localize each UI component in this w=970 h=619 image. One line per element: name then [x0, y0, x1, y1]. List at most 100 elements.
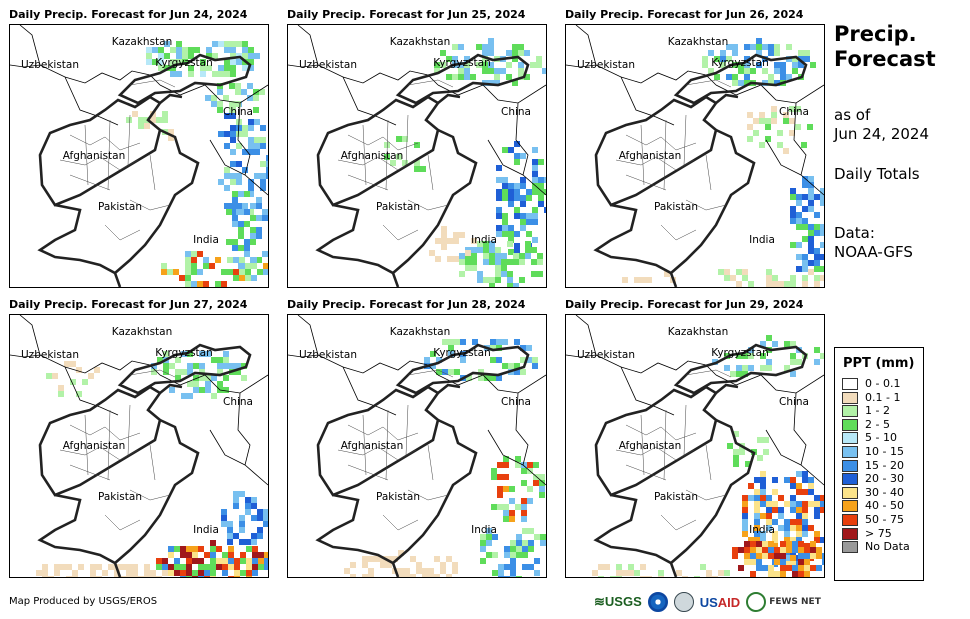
legend-item: No Data [835, 540, 923, 554]
data-source: NOAA-GFS [834, 243, 913, 261]
country-label-kyrgyzstan: Kyrgyzstan [155, 57, 213, 69]
legend-swatch [842, 459, 858, 472]
precip-map: Kazakhstan Uzbekistan Kyrgyzstan China Afgha… [9, 314, 269, 578]
legend-item: 0 - 0.1 [835, 377, 923, 391]
legend-label: 5 - 10 [865, 431, 897, 445]
precip-map: Kazakhstan Uzbekistan Kyrgyzstan China Afgha… [287, 24, 547, 288]
country-label-afghanistan: Afghanistan [619, 440, 682, 452]
country-label-pakistan: Pakistan [98, 491, 142, 503]
country-label-uzbekistan: Uzbekistan [577, 59, 635, 71]
legend-label: 40 - 50 [865, 499, 904, 513]
country-label-afghanistan: Afghanistan [63, 440, 126, 452]
legend-label: 50 - 75 [865, 512, 904, 526]
map-credit: Map Produced by USGS/EROS [9, 596, 158, 607]
asof-label: as of [834, 106, 871, 124]
legend-item: 20 - 30 [835, 472, 923, 486]
panel-title: Daily Precip. Forecast for Jun 24, 2024 [9, 8, 248, 21]
sidebar-title-line2: Forecast [834, 47, 936, 71]
country-label-kyrgyzstan: Kyrgyzstan [433, 347, 491, 359]
precip-field [126, 41, 268, 287]
country-label-kazakhstan: Kazakhstan [668, 326, 729, 338]
country-label-china: China [501, 396, 531, 408]
country-label-india: India [749, 234, 775, 246]
usgs-logo: ≋USGS [594, 594, 642, 609]
legend-swatch [842, 486, 858, 499]
precip-map: Kazakhstan Uzbekistan Kyrgyzstan China Afgha… [565, 24, 825, 288]
legend-item: 50 - 75 [835, 513, 923, 527]
legend-swatch [842, 500, 858, 513]
legend-swatch [842, 445, 858, 458]
legend-swatch [842, 378, 858, 390]
legend-item: 40 - 50 [835, 499, 923, 513]
country-label-kazakhstan: Kazakhstan [112, 326, 173, 338]
asof-date: Jun 24, 2024 [834, 125, 930, 143]
country-label-kazakhstan: Kazakhstan [390, 36, 451, 48]
legend-item: 15 - 20 [835, 459, 923, 473]
legend-item: > 75 [835, 527, 923, 541]
country-label-pakistan: Pakistan [98, 201, 142, 213]
country-label-kazakhstan: Kazakhstan [668, 36, 729, 48]
noaa-logo-icon [647, 592, 668, 612]
precip-field [384, 38, 546, 287]
country-label-afghanistan: Afghanistan [63, 150, 126, 162]
country-label-india: India [749, 524, 775, 536]
fewsnet-text: FEWS NET [769, 597, 821, 607]
legend-swatch [842, 527, 858, 540]
globe-icon [746, 592, 767, 612]
country-label-india: India [193, 524, 219, 536]
country-label-pakistan: Pakistan [654, 201, 698, 213]
precip-field [36, 351, 268, 577]
country-label-china: China [501, 106, 531, 118]
legend-label: No Data [865, 540, 910, 554]
country-label-uzbekistan: Uzbekistan [577, 349, 635, 361]
usaid-logo: US AID [700, 595, 740, 610]
legend-swatch [842, 391, 858, 404]
country-label-afghanistan: Afghanistan [341, 150, 404, 162]
legend-label: 30 - 40 [865, 485, 904, 499]
precip-map: Kazakhstan Uzbekistan Kyrgyzstan China Afgha… [565, 314, 825, 578]
country-label-india: India [471, 524, 497, 536]
partner-logos: ≋USGS US AID FEWS NET [594, 590, 827, 614]
sidebar-title-line1: Precip. [834, 22, 917, 46]
legend-item: 2 - 5 [835, 418, 923, 432]
legend-swatch [842, 513, 858, 526]
precip-field [622, 38, 824, 287]
legend-title: PPT (mm) [843, 356, 915, 371]
legend-swatch [842, 541, 858, 554]
panel-title: Daily Precip. Forecast for Jun 29, 2024 [565, 298, 804, 311]
legend-item: 0.1 - 1 [835, 391, 923, 405]
legend-item: 5 - 10 [835, 431, 923, 445]
panel-title: Daily Precip. Forecast for Jun 25, 2024 [287, 8, 526, 21]
country-label-afghanistan: Afghanistan [341, 440, 404, 452]
country-label-pakistan: Pakistan [654, 491, 698, 503]
legend-swatch [842, 432, 858, 445]
country-label-kyrgyzstan: Kyrgyzstan [711, 347, 769, 359]
usaid-aid-text: AID [717, 594, 741, 610]
country-label-china: China [223, 396, 253, 408]
legend-label: > 75 [865, 526, 892, 540]
country-label-kazakhstan: Kazakhstan [390, 326, 451, 338]
country-label-uzbekistan: Uzbekistan [299, 349, 357, 361]
legend-label: 1 - 2 [865, 404, 890, 418]
country-label-kyrgyzstan: Kyrgyzstan [433, 57, 491, 69]
map-sidebar: Precip. Forecast as of Jun 24, 2024 Dail… [834, 22, 964, 262]
usaid-us-text: US [699, 594, 718, 610]
seal-logo-icon [673, 592, 694, 612]
country-label-india: India [193, 234, 219, 246]
country-label-afghanistan: Afghanistan [619, 150, 682, 162]
legend-label: 15 - 20 [865, 458, 904, 472]
country-label-uzbekistan: Uzbekistan [21, 59, 79, 71]
country-label-india: India [471, 234, 497, 246]
country-label-kyrgyzstan: Kyrgyzstan [711, 57, 769, 69]
country-label-pakistan: Pakistan [376, 201, 420, 213]
legend-item: 1 - 2 [835, 404, 923, 418]
totals-label: Daily Totals [834, 165, 920, 183]
country-label-uzbekistan: Uzbekistan [21, 349, 79, 361]
legend-swatch [842, 473, 858, 486]
legend-label: 0 - 0.1 [865, 377, 901, 390]
country-label-china: China [779, 106, 809, 118]
panel-title: Daily Precip. Forecast for Jun 27, 2024 [9, 298, 248, 311]
country-label-pakistan: Pakistan [376, 491, 420, 503]
